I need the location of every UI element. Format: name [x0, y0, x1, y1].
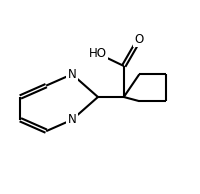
Text: O: O	[135, 33, 144, 46]
Text: N: N	[68, 68, 76, 81]
Text: N: N	[68, 113, 76, 126]
Text: HO: HO	[89, 47, 107, 60]
